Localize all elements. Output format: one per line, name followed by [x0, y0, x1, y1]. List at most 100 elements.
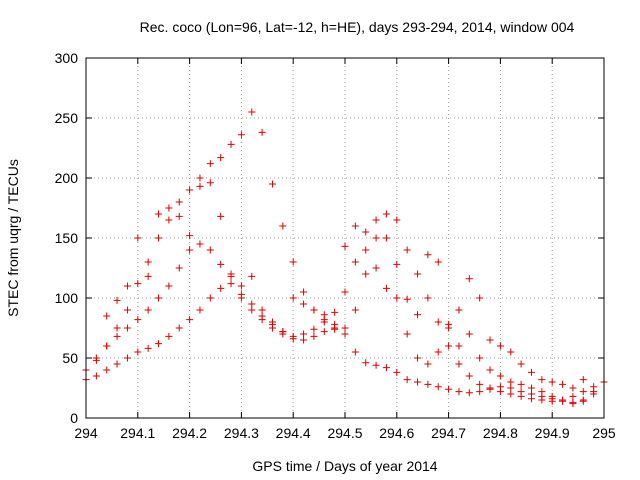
- data-point: [579, 388, 587, 396]
- x-tick-label: 294.2: [172, 425, 207, 441]
- data-point: [268, 324, 276, 332]
- data-point: [237, 282, 245, 290]
- data-point: [165, 282, 173, 290]
- data-point: [465, 389, 473, 397]
- data-point: [476, 380, 484, 388]
- data-point: [341, 288, 349, 296]
- data-point: [320, 318, 328, 326]
- y-tick-label: 100: [55, 290, 79, 306]
- data-point: [414, 311, 422, 319]
- data-point: [300, 288, 308, 296]
- y-axis-title: STEC from uqrg / TECUs: [5, 159, 21, 317]
- data-point: [424, 380, 432, 388]
- data-point: [424, 251, 432, 259]
- data-point: [320, 311, 328, 319]
- data-point: [300, 300, 308, 308]
- data-point: [414, 270, 422, 278]
- data-point: [248, 272, 256, 280]
- data-point: [403, 330, 411, 338]
- data-point: [134, 316, 142, 324]
- data-point: [289, 258, 297, 266]
- data-point: [548, 395, 556, 403]
- data-point: [455, 342, 463, 350]
- data-point: [465, 275, 473, 283]
- data-point: [341, 242, 349, 250]
- data-point: [165, 216, 173, 224]
- data-point: [527, 390, 535, 398]
- data-point: [559, 397, 567, 405]
- data-point: [175, 198, 183, 206]
- data-point: [217, 154, 225, 162]
- data-point: [362, 270, 370, 278]
- x-tick-label: 294.1: [120, 425, 155, 441]
- y-tick-label: 300: [55, 50, 79, 66]
- data-point: [134, 234, 142, 242]
- data-point: [393, 216, 401, 224]
- x-tick-label: 294.9: [535, 425, 570, 441]
- data-point: [175, 212, 183, 220]
- data-point: [206, 179, 214, 187]
- data-point: [144, 306, 152, 314]
- data-point: [186, 232, 194, 240]
- data-point: [144, 344, 152, 352]
- x-tick-label: 295: [592, 425, 616, 441]
- data-point: [362, 246, 370, 254]
- data-point: [465, 330, 473, 338]
- data-point: [372, 361, 380, 369]
- axis-ticks: [85, 57, 605, 419]
- data-point: [455, 306, 463, 314]
- data-point: [113, 296, 121, 304]
- data-point: [382, 284, 390, 292]
- data-point: [331, 308, 339, 316]
- data-point: [217, 212, 225, 220]
- data-point: [217, 284, 225, 292]
- data-point: [227, 140, 235, 148]
- data-point: [527, 384, 535, 392]
- data-point: [569, 392, 577, 400]
- data-point: [268, 318, 276, 326]
- data-point: [165, 204, 173, 212]
- data-point: [165, 332, 173, 340]
- data-point: [351, 306, 359, 314]
- data-point: [300, 336, 308, 344]
- data-point: [123, 354, 131, 362]
- x-tick-labels: 294 294.1 294.2 294.3 294.4 294.5 294.6 294.7 29…: [74, 425, 616, 441]
- y-tick-labels: 0 50 100 150 200 250 300: [55, 50, 79, 426]
- x-tick-label: 294: [74, 425, 98, 441]
- data-point: [455, 360, 463, 368]
- data-point: [134, 348, 142, 356]
- data-point: [538, 392, 546, 400]
- data-point: [372, 234, 380, 242]
- x-axis-title: GPS time / Days of year 2014: [252, 458, 437, 474]
- data-point: [103, 312, 111, 320]
- data-point: [268, 180, 276, 188]
- data-point: [155, 210, 163, 218]
- y-tick-label: 150: [55, 230, 79, 246]
- y-tick-label: 50: [62, 350, 78, 366]
- data-point: [237, 290, 245, 298]
- data-point: [341, 330, 349, 338]
- data-points: [82, 108, 608, 408]
- data-point: [403, 295, 411, 303]
- data-point: [144, 258, 152, 266]
- data-point: [434, 348, 442, 356]
- data-point: [351, 222, 359, 230]
- data-point: [175, 324, 183, 332]
- data-point: [351, 348, 359, 356]
- data-point: [496, 383, 504, 391]
- data-point: [434, 383, 442, 391]
- data-point: [206, 294, 214, 302]
- data-point: [196, 240, 204, 248]
- data-point: [517, 388, 525, 396]
- data-point: [445, 342, 453, 350]
- y-tick-label: 0: [70, 410, 78, 426]
- data-point: [186, 316, 194, 324]
- data-point: [123, 282, 131, 290]
- data-point: [434, 258, 442, 266]
- data-point: [569, 400, 577, 408]
- data-point: [175, 264, 183, 272]
- data-point: [403, 376, 411, 384]
- data-point: [310, 332, 318, 340]
- data-point: [300, 330, 308, 338]
